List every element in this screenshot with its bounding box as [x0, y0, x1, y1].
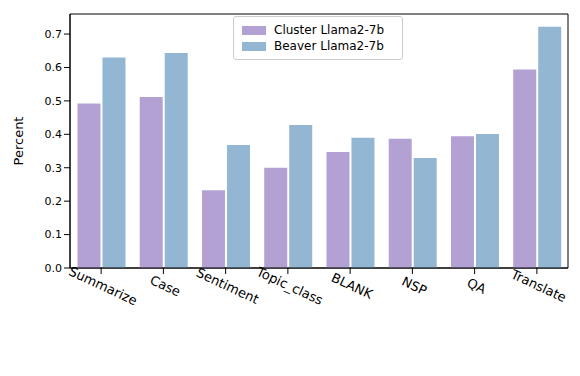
svg-text:QA: QA: [465, 275, 489, 297]
svg-text:0.2: 0.2: [45, 195, 63, 208]
svg-text:Sentiment: Sentiment: [194, 265, 261, 307]
svg-text:Percent: Percent: [11, 117, 26, 166]
svg-text:Case: Case: [148, 272, 183, 299]
svg-text:0.0: 0.0: [45, 262, 63, 275]
svg-text:0.4: 0.4: [45, 128, 63, 141]
svg-text:0.5: 0.5: [45, 95, 63, 108]
svg-text:BLANK: BLANK: [329, 270, 375, 302]
svg-text:0.1: 0.1: [45, 228, 63, 241]
html-text:Beaver Llama2-7b: Beaver Llama2-7b: [274, 39, 384, 53]
svg-text:Translate: Translate: [508, 266, 569, 305]
svg-text:Summarize: Summarize: [67, 264, 140, 309]
svg-text:0.6: 0.6: [45, 61, 63, 74]
svg-text:Topic_class: Topic_class: [253, 264, 325, 308]
html-text:Cluster Llama2-7b: Cluster Llama2-7b: [274, 23, 384, 37]
svg-text:0.7: 0.7: [45, 28, 63, 41]
svg-text:NSP: NSP: [399, 274, 429, 299]
svg-text:0.3: 0.3: [45, 162, 63, 175]
